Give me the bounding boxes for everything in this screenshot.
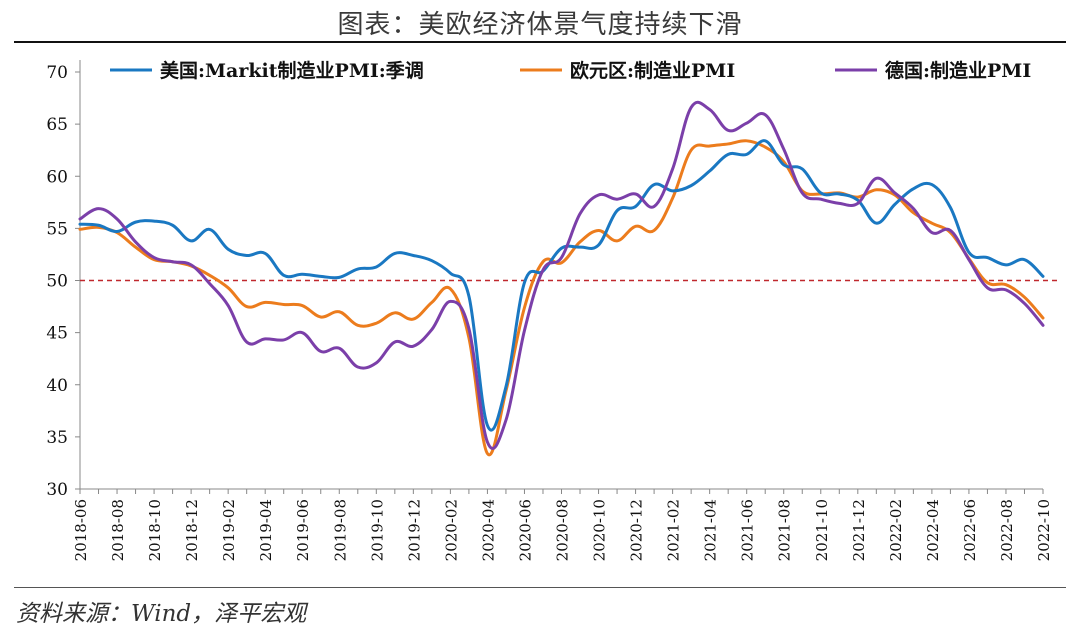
x-tick-label: 2022-06 [961, 499, 979, 561]
x-tick-label: 2018-12 [183, 499, 201, 561]
y-tick-label: 35 [46, 428, 68, 448]
x-tick-label: 2019-08 [331, 499, 349, 561]
pmi-line-chart: 30 35 40 45 50 55 60 65 70 2018-06 2018-08 2018-10 2… [46, 59, 1057, 561]
y-tick-label: 40 [46, 376, 68, 396]
x-tick-label: 2022-08 [998, 499, 1016, 561]
x-tick-label: 2019-12 [405, 499, 423, 561]
legend: 美国:Markit制造业PMI:季调 欧元区:制造业PMI 德国:制造业PMI [110, 59, 1031, 82]
y-tick-label: 50 [46, 272, 68, 292]
x-tick-label: 2022-10 [1035, 499, 1053, 561]
x-tick-label: 2022-02 [887, 499, 905, 561]
x-tick-label: 2021-12 [850, 499, 868, 561]
x-tick-label: 2020-02 [442, 499, 460, 561]
x-tick-label: 2020-10 [591, 499, 609, 561]
y-tick-label: 45 [46, 324, 68, 344]
y-tick-label: 30 [46, 480, 68, 500]
x-tick-label: 2019-04 [257, 499, 275, 561]
x-tick-label: 2021-02 [665, 499, 683, 561]
x-tick-label: 2019-06 [294, 499, 312, 561]
series-line-0 [78, 139, 1045, 432]
y-tick-label: 65 [46, 115, 68, 135]
series-lines [78, 100, 1045, 457]
axes: 30 35 40 45 50 55 60 65 70 2018-06 2018-08 2018-10 2… [46, 60, 1053, 561]
y-tick-label: 60 [46, 167, 68, 187]
y-tick-label: 70 [46, 63, 68, 83]
y-tick-label: 55 [46, 219, 68, 239]
figure-title: 图表：美欧经济体景气度持续下滑 [337, 10, 743, 40]
x-tick-label: 2019-02 [220, 499, 238, 561]
x-tick-label: 2021-08 [776, 499, 794, 561]
x-tick-label: 2021-10 [813, 499, 831, 561]
x-tick-label: 2020-06 [516, 499, 534, 561]
x-tick-label: 2020-12 [628, 499, 646, 561]
legend-label: 德国:制造业PMI [885, 59, 1031, 82]
x-tick-label: 2021-04 [702, 499, 720, 561]
bottom-rule [14, 587, 1066, 588]
x-tick-label: 2019-10 [368, 499, 386, 561]
x-tick-label: 2020-08 [554, 499, 572, 561]
series-line-2 [78, 100, 1045, 450]
x-tick-label: 2021-06 [739, 499, 757, 561]
x-tick-label: 2020-04 [479, 499, 497, 561]
x-tick-label: 2018-10 [146, 499, 164, 561]
source-note: 资料来源：Wind，泽平宏观 [16, 601, 307, 627]
legend-label: 美国:Markit制造业PMI:季调 [160, 59, 424, 82]
x-tick-label: 2018-08 [109, 499, 127, 561]
top-rule [14, 41, 1066, 43]
x-tick-label: 2018-06 [72, 499, 90, 561]
x-tick-label: 2022-04 [924, 499, 942, 561]
legend-label: 欧元区:制造业PMI [570, 59, 735, 82]
